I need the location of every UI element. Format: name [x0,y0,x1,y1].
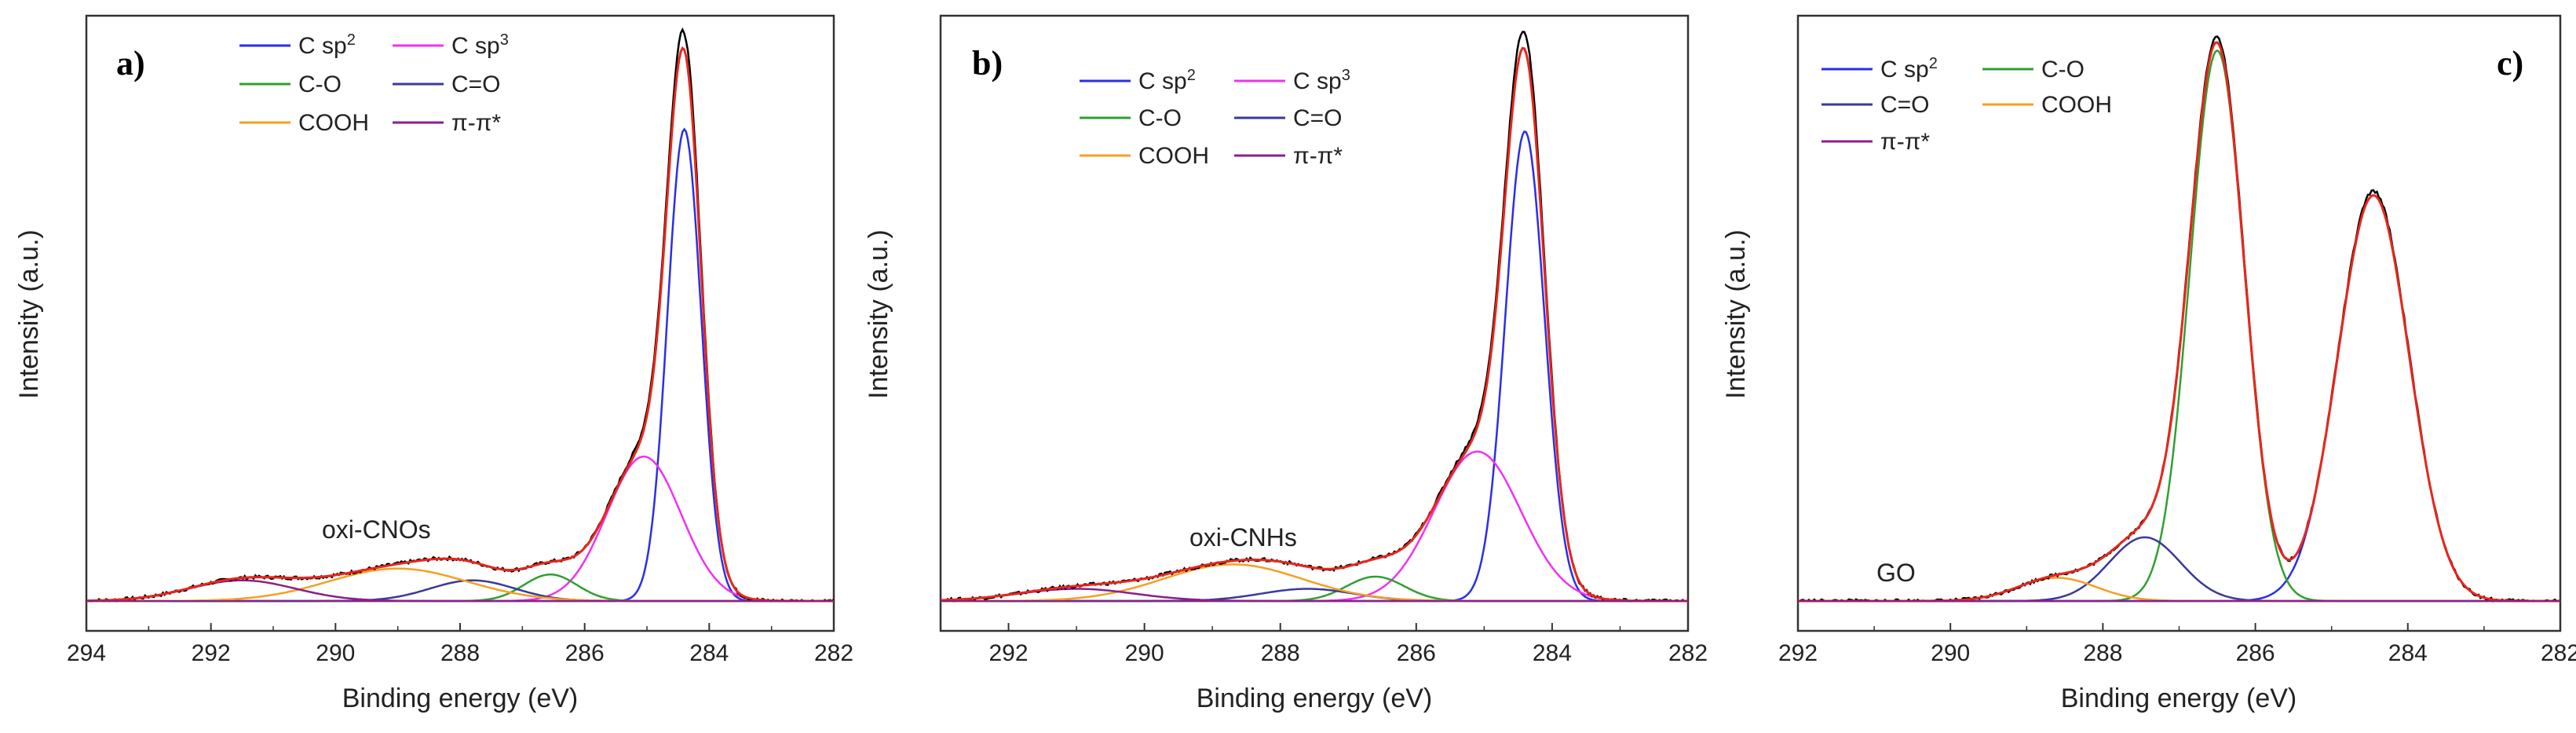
xlabel-b: Binding energy (eV) [1197,684,1433,713]
sample-label-a: oxi-CNOs [322,515,431,544]
legend-text-b-cooh: COOH [1138,143,1209,169]
legend-text-c-co: C-O [2041,57,2085,82]
ylabel-a: Intensity (a.u.) [14,229,44,398]
legend-text-c-cooh: COOH [2041,92,2112,118]
component-curve-b-csp3 [941,450,1688,603]
x-tick-label-a-282: 282 [814,640,853,666]
panel-label-a: a) [116,44,145,82]
legend-b: C sp2 C sp3 C-O C=O COOH π-π* [1080,67,1350,169]
legend-text-c-csp2: C sp2 [1880,55,1938,82]
x-tick-label-b-282: 282 [1668,640,1708,666]
plot-area-c [1797,35,2561,603]
panel-b: Intensity (a.u.) 292 290 288 286 284 282 b) o… [864,14,1708,713]
x-tick-label-c-288: 288 [2083,640,2122,666]
raw-spectrum-c [1797,35,2561,603]
component-curve-a-co [86,573,834,603]
x-ticks-b: 292 290 288 286 284 282 [940,623,1708,666]
x-tick-label-a-290: 290 [316,640,355,666]
x-tick-label-b-292: 292 [989,640,1029,666]
sample-label-b: oxi-CNHs [1189,523,1297,552]
x-ticks-a: 294 292 290 288 286 284 282 [67,623,853,666]
legend-a: C sp2 C sp3 C-O C=O COOH π-π* [239,31,509,136]
legend-text-a-co: C-O [298,71,342,97]
x-tick-label-b-288: 288 [1261,640,1300,666]
x-tick-label-c-286: 286 [2236,640,2275,666]
panel-a: Intensity (a.u.) 294 292 290 288 286 284 282 a… [14,14,853,713]
xlabel-a: Binding energy (eV) [342,684,579,713]
fit-envelope-a [86,46,834,603]
component-curve-b-csp2 [941,130,1688,603]
legend-text-a-ceo: C=O [451,71,501,97]
legend-text-c-pipi: π-π* [1880,129,1930,155]
panel-c: Intensity (a.u.) 292 290 288 286 284 282 c) G… [1721,14,2576,713]
component-curve-a-csp2 [86,127,834,603]
x-tick-label-b-290: 290 [1125,640,1164,666]
component-curve-a-ceo [86,579,834,603]
legend-text-b-ceo: C=O [1293,105,1343,131]
legend-text-b-co: C-O [1138,105,1182,131]
panel-label-b: b) [972,44,1003,82]
x-tick-label-c-290: 290 [1931,640,1970,666]
x-ticks-c: 292 290 288 286 284 282 [1778,623,2576,666]
legend-text-a-cooh: COOH [298,110,369,136]
ylabel-b: Intensity (a.u.) [864,229,893,398]
x-tick-label-a-294: 294 [67,640,106,666]
plot-area-a [86,27,835,603]
x-tick-label-a-286: 286 [565,640,605,666]
sample-label-c: GO [1876,559,1916,587]
x-tick-label-a-288: 288 [440,640,480,666]
legend-text-a-csp3: C sp3 [451,31,509,59]
legend-text-a-csp2: C sp2 [298,31,356,59]
component-curve-a-pipi [86,579,834,603]
x-tick-label-c-292: 292 [1778,640,1818,666]
legend-text-b-pipi: π-π* [1293,143,1343,169]
plot-frame-b [939,14,1690,632]
x-tick-label-c-284: 284 [2388,640,2428,666]
legend-text-a-pipi: π-π* [451,110,501,136]
fit-envelope-b [940,46,1688,603]
x-tick-label-b-284: 284 [1533,640,1572,666]
legend-text-b-csp2: C sp2 [1138,67,1196,94]
legend-text-c-ceo: C=O [1880,92,1930,118]
x-tick-label-a-284: 284 [689,640,729,666]
x-tick-label-b-286: 286 [1397,640,1436,666]
legend-c: C sp2 C-O C=O COOH π-π* [1821,55,2112,155]
fit-envelope-c [1798,41,2560,603]
x-tick-label-c-282: 282 [2541,640,2576,666]
panel-label-c: c) [2497,44,2523,82]
xlabel-c: Binding energy (eV) [2061,684,2297,713]
legend-text-b-csp3: C sp3 [1293,67,1350,94]
ylabel-c: Intensity (a.u.) [1721,229,1751,398]
plot-area-b [940,31,1688,603]
x-tick-label-a-292: 292 [192,640,231,666]
